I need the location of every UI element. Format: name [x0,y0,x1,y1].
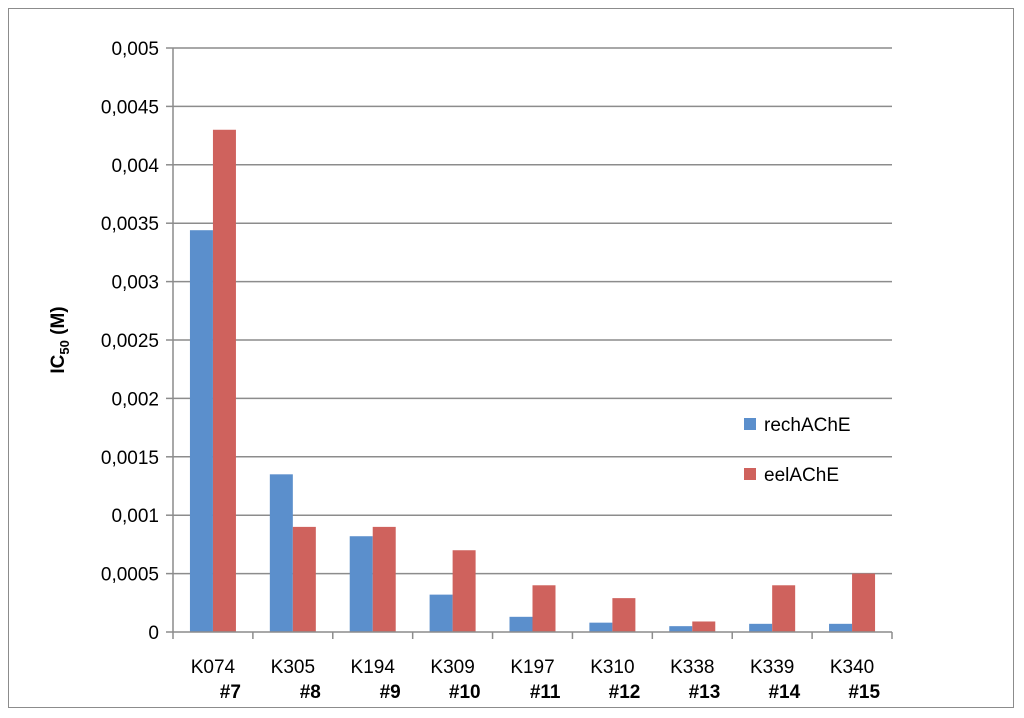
bar-rechAChE-K310 [589,622,613,632]
y-axis-label: IC50 (M) [48,306,72,373]
x-category-label: K194 [351,657,396,678]
x-category-sublabel: #15 [848,682,880,703]
x-category-label: K305 [271,657,315,678]
y-tick-label: 0,0005 [101,565,159,586]
bar-rechAChE-K197 [509,616,533,632]
y-axis-label-main: IC [48,354,69,373]
bar-eelAChE-K339 [772,585,796,632]
x-category-label: K339 [750,657,794,678]
bars [189,129,876,632]
x-category-sublabel: #14 [768,682,800,703]
bar-eelAChE-K340 [852,573,876,632]
x-category-label: K310 [590,657,634,678]
bar-rechAChE-K305 [269,474,293,632]
x-category-label: K197 [510,657,554,678]
legend-label-rechAChE: rechAChE [764,415,851,436]
bar-rechAChE-K339 [749,623,773,632]
bar-rechAChE-K074 [189,230,213,632]
y-tick-label: 0,0045 [101,97,159,118]
x-category-label: K340 [830,657,874,678]
legend: rechAChE eelAChE [744,415,851,486]
bar-eelAChE-K197 [532,585,556,632]
y-tick-label: 0,0015 [101,448,159,469]
y-tick-label: 0 [148,623,159,644]
axes [172,48,893,639]
bar-eelAChE-K338 [692,621,716,632]
y-axis-label-sub: 50 [57,340,72,354]
y-axis-label-unit: (M) [48,306,69,340]
x-category-sublabel: #13 [689,682,721,703]
bar-eelAChE-K194 [372,526,396,632]
bar-rechAChE-K309 [429,594,453,632]
y-tick-label: 0,001 [111,506,159,527]
x-category-sublabel: #11 [530,682,561,703]
x-category-sublabel: #9 [380,682,401,703]
legend-swatch-eelAChE [744,468,756,480]
chart-frame [8,8,1014,708]
x-category-sublabel: #8 [300,682,321,703]
bar-eelAChE-K074 [212,129,236,632]
bar-rechAChE-K340 [829,623,853,632]
y-tick-label: 0,0035 [101,214,159,235]
y-tick-label: 0,005 [111,39,159,60]
x-category-label: K309 [430,657,474,678]
x-category-label: K074 [191,657,236,678]
y-tick-label: 0,004 [111,156,159,177]
bar-eelAChE-K310 [612,598,636,632]
legend-label-eelAChE: eelAChE [764,465,839,486]
y-tick-labels: 0 0,0005 0,001 0,0015 0,002 0,0025 0,003 0,0035… [101,39,160,644]
y-tick-label: 0,0025 [101,331,159,352]
bar-eelAChE-K309 [452,550,476,632]
y-tick-label: 0,002 [111,389,159,410]
y-tick-label: 0,003 [111,273,159,294]
x-category-label: K338 [670,657,714,678]
bar-rechAChE-K194 [349,536,373,632]
legend-swatch-rechAChE [744,418,756,430]
x-category-labels: K074 #7 K305 #8 K194 #9 K309 #10 K197 #11 K310 #12 K… [191,657,881,703]
x-category-sublabel: #12 [609,682,641,703]
x-category-sublabel: #7 [220,682,241,703]
bar-eelAChE-K305 [292,526,316,632]
bar-rechAChE-K338 [669,626,693,632]
x-category-sublabel: #10 [449,682,481,703]
